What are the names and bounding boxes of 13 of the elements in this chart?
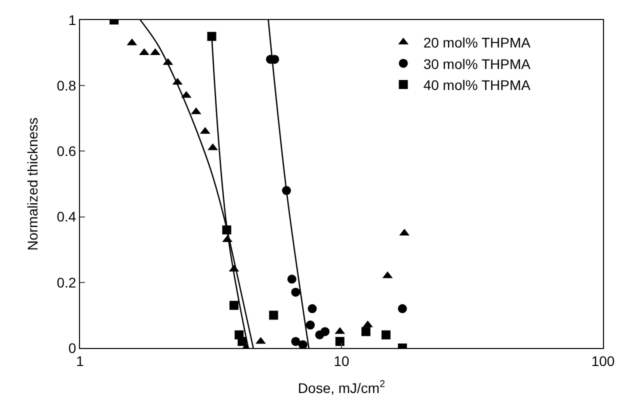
y-tick-label: 0.2 bbox=[56, 274, 76, 290]
y-tick-label: 1 bbox=[68, 12, 76, 28]
y-axis-title: Normalized thickness bbox=[24, 117, 40, 251]
x-axis-title: Dose, mJ/cm$^{2}$ bbox=[298, 379, 386, 396]
legend-label: 30 mol% THPMA bbox=[423, 56, 532, 72]
legend-label: 20 mol% THPMA bbox=[423, 34, 532, 51]
y-tick-label: 0.6 bbox=[56, 143, 76, 160]
y-tick-label: 0.4 bbox=[56, 208, 76, 225]
x-tick-label: 100 bbox=[591, 352, 615, 369]
x-tick-label: 10 bbox=[334, 352, 350, 369]
legend-label: 40 mol% THPMA bbox=[423, 77, 532, 94]
y-tick-label: 0 bbox=[68, 340, 76, 356]
y-tick-label: 0.8 bbox=[56, 78, 76, 94]
